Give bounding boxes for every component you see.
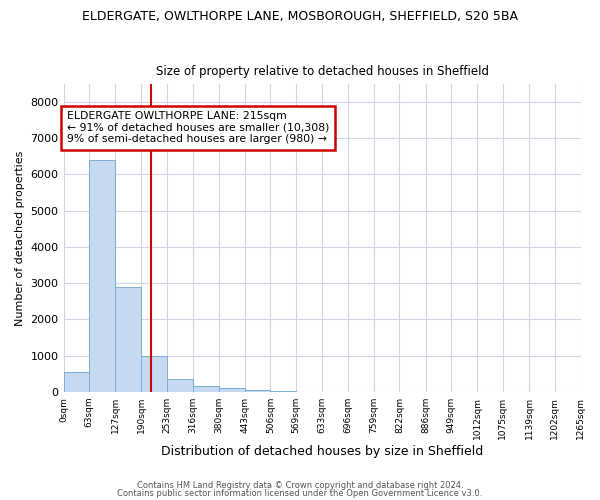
Text: Contains public sector information licensed under the Open Government Licence v3: Contains public sector information licen… — [118, 488, 482, 498]
Bar — [64, 372, 89, 392]
Bar — [141, 356, 167, 392]
Bar — [271, 390, 296, 392]
Bar — [193, 386, 219, 392]
Bar — [245, 390, 271, 392]
Title: Size of property relative to detached houses in Sheffield: Size of property relative to detached ho… — [155, 66, 488, 78]
Bar — [115, 287, 141, 392]
X-axis label: Distribution of detached houses by size in Sheffield: Distribution of detached houses by size … — [161, 444, 483, 458]
Y-axis label: Number of detached properties: Number of detached properties — [15, 150, 25, 326]
Bar — [167, 378, 193, 392]
Bar — [219, 388, 245, 392]
Bar — [89, 160, 115, 392]
Text: ELDERGATE, OWLTHORPE LANE, MOSBOROUGH, SHEFFIELD, S20 5BA: ELDERGATE, OWLTHORPE LANE, MOSBOROUGH, S… — [82, 10, 518, 23]
Text: Contains HM Land Registry data © Crown copyright and database right 2024.: Contains HM Land Registry data © Crown c… — [137, 481, 463, 490]
Text: ELDERGATE OWLTHORPE LANE: 215sqm
← 91% of detached houses are smaller (10,308)
9: ELDERGATE OWLTHORPE LANE: 215sqm ← 91% o… — [67, 111, 329, 144]
